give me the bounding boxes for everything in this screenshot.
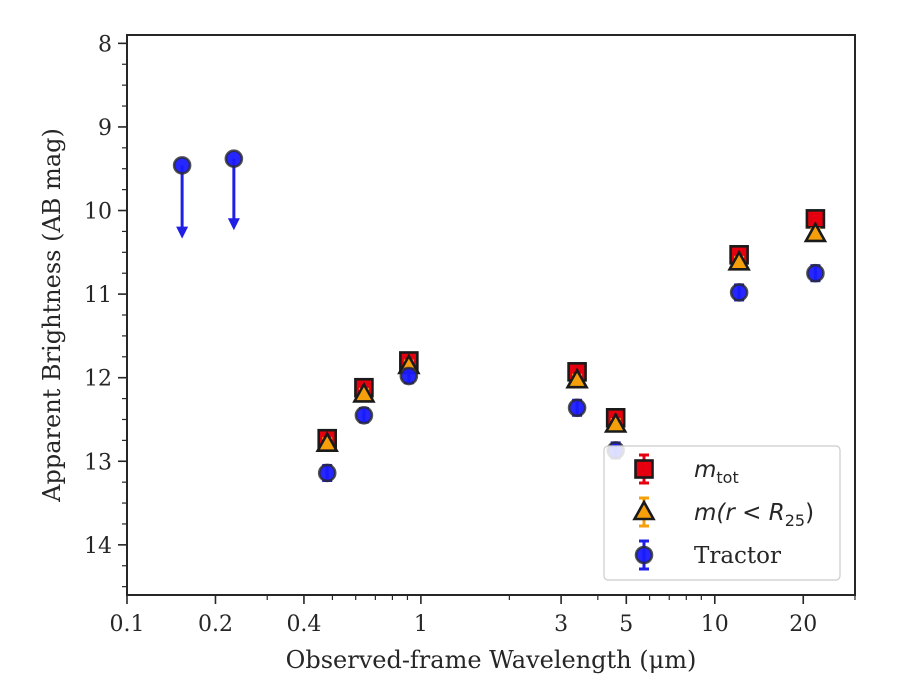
data-point [727,249,751,271]
x-tick-label: 3 [554,612,568,637]
y-tick-label: 12 [84,367,112,392]
data-point [803,221,828,243]
legend-marker [634,459,654,479]
legend-label-subscript: 25 [785,511,805,530]
data-point [565,367,589,389]
data-point [729,283,749,302]
data-point [399,366,419,386]
x-tick-label: 0.1 [110,612,145,637]
data-point [172,156,192,175]
data-point [352,381,376,403]
x-axis-title: Observed-frame Wavelength (μm) [286,646,697,674]
legend-label: m(r < R25) [694,500,814,530]
data-point [317,463,337,483]
x-tick-label: 0.4 [286,612,321,637]
legend-label-tail: ) [805,500,814,526]
legend-entry: Tractor [634,539,781,571]
y-tick-label: 14 [84,534,112,559]
data-point [806,263,825,283]
data-point [315,431,339,453]
data-point [603,411,628,433]
legend: mtot m(r < R25) Tractor [603,445,841,581]
x-tick-label: 20 [789,612,817,637]
y-axis-title: Apparent Brightness (AB mag) [38,128,66,503]
y-tick-label: 13 [84,450,112,475]
x-tick-label: 5 [619,612,633,637]
legend-label: Tractor [694,543,781,569]
axes: 0.1 0.2 0.4 1 3 5 10 20891011121314Observed-fra… [38,32,856,674]
legend-label-subscript: tot [716,468,738,487]
data-point [224,149,244,169]
legend-label-main: m(r < R [694,500,785,526]
x-tick-label: 0.2 [198,612,233,637]
x-tick-label: 1 [414,612,428,637]
legend-entry: mtot [634,453,739,487]
series-triangle [315,221,828,453]
y-tick-label: 8 [98,32,112,57]
series-circle [172,149,825,483]
legend-marker [634,545,654,565]
data-point [567,398,587,418]
y-tick-label: 9 [98,116,112,141]
legend-entry: m(r < R25) [632,496,814,530]
legend-marker [632,499,656,521]
data-point [354,405,374,425]
plot-area [172,149,828,483]
legend-label: mtot [694,457,739,487]
upper-limit-arrowhead [176,226,189,239]
upper-limit-arrowhead [227,218,240,231]
legend-box [603,445,841,581]
x-tick-label: 10 [701,612,729,637]
y-tick-label: 10 [84,200,112,225]
y-tick-label: 11 [84,283,112,308]
legend-label-main: m [694,457,716,483]
